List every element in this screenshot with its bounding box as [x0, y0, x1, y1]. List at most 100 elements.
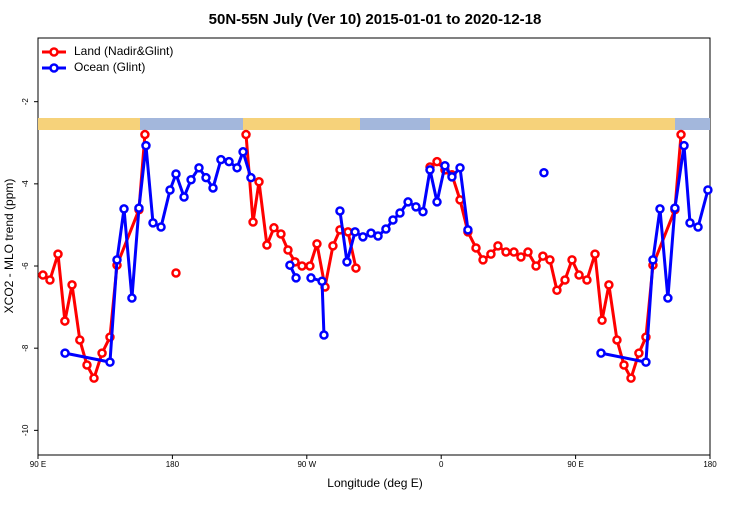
data-point: [567, 255, 577, 265]
land-strip: [243, 118, 360, 130]
legend-label: Land (Nadir&Glint): [74, 44, 173, 58]
data-point: [373, 231, 383, 241]
data-point: [703, 185, 713, 195]
data-point: [471, 243, 481, 253]
data-point: [539, 168, 549, 178]
data-point: [403, 197, 413, 207]
data-point: [582, 275, 592, 285]
data-point: [291, 273, 301, 283]
series-line: [64, 144, 710, 364]
data-point: [134, 203, 144, 213]
data-point: [75, 335, 85, 345]
data-point: [317, 276, 327, 286]
data-point: [388, 215, 398, 225]
data-point: [342, 257, 352, 267]
data-point: [560, 275, 570, 285]
data-point: [119, 204, 129, 214]
data-point: [411, 202, 421, 212]
data-point: [509, 247, 519, 257]
data-point: [612, 335, 622, 345]
y-tick-label: -8: [21, 344, 30, 352]
data-point: [538, 251, 548, 261]
data-point: [663, 293, 673, 303]
data-point: [590, 249, 600, 259]
data-point: [67, 280, 77, 290]
data-point: [248, 217, 258, 227]
x-tick-label: 90 E: [30, 460, 46, 469]
data-point: [545, 255, 555, 265]
data-point: [596, 348, 606, 358]
data-point: [148, 218, 158, 228]
data-point: [283, 245, 293, 255]
data-point: [254, 177, 264, 187]
data-point: [432, 156, 442, 167]
data-point: [319, 330, 329, 340]
series-line: [42, 134, 683, 380]
data-point: [501, 247, 511, 257]
data-point: [648, 255, 658, 265]
data-point: [224, 156, 234, 167]
legend-marker: [49, 63, 59, 73]
data-point: [82, 360, 92, 370]
data-point: [186, 174, 196, 185]
data-point: [634, 348, 644, 358]
data-point: [89, 373, 99, 383]
data-point: [306, 273, 316, 283]
data-point: [60, 348, 70, 358]
data-point: [179, 192, 189, 202]
data-point: [440, 161, 450, 171]
chart-title: 50N-55N July (Ver 10) 2015-01-01 to 2020…: [209, 11, 542, 28]
data-point: [171, 268, 181, 278]
data-point: [232, 163, 242, 173]
y-tick-label: -10: [21, 424, 30, 436]
data-point: [516, 252, 526, 262]
y-tick-label: -4: [21, 180, 30, 188]
x-tick-label: 180: [166, 460, 180, 469]
data-point: [328, 241, 338, 251]
data-point: [523, 247, 533, 257]
x-tick-label: 0: [439, 460, 444, 469]
data-point: [676, 129, 686, 140]
data-point: [45, 275, 55, 285]
legend-label: Ocean (Glint): [74, 60, 145, 74]
data-point: [619, 360, 629, 370]
land-strip: [430, 118, 675, 130]
data-point: [140, 129, 150, 140]
data-point: [478, 255, 488, 265]
data-point: [670, 203, 680, 213]
data-point: [486, 249, 496, 259]
data-point: [127, 293, 137, 303]
data-point: [425, 165, 435, 175]
data-point: [297, 261, 307, 271]
data-point: [194, 163, 204, 173]
plot-frame: [37, 37, 711, 456]
data-point: [112, 255, 122, 265]
data-point: [156, 222, 166, 232]
data-point: [493, 241, 503, 251]
data-point: [641, 357, 651, 367]
data-point: [381, 224, 391, 234]
data-point: [238, 147, 248, 157]
data-point: [335, 206, 345, 216]
data-point: [597, 315, 607, 325]
data-point: [626, 373, 636, 383]
data-point: [38, 270, 48, 280]
legend-marker: [49, 47, 59, 57]
data-point: [105, 357, 115, 367]
data-point: [241, 129, 251, 140]
data-point: [351, 263, 361, 273]
data-point: [97, 348, 107, 358]
y-tick-label: -6: [21, 262, 30, 270]
data-point: [262, 240, 272, 250]
data-point: [141, 140, 151, 151]
data-point: [276, 229, 286, 239]
data-point: [53, 249, 63, 259]
data-point: [463, 225, 473, 235]
data-point: [216, 154, 226, 165]
data-point: [552, 285, 562, 296]
data-point: [305, 261, 315, 271]
x-tick-label: 90 W: [297, 460, 316, 469]
data-point: [165, 185, 175, 195]
x-axis-label: Longitude (deg E): [327, 476, 422, 490]
